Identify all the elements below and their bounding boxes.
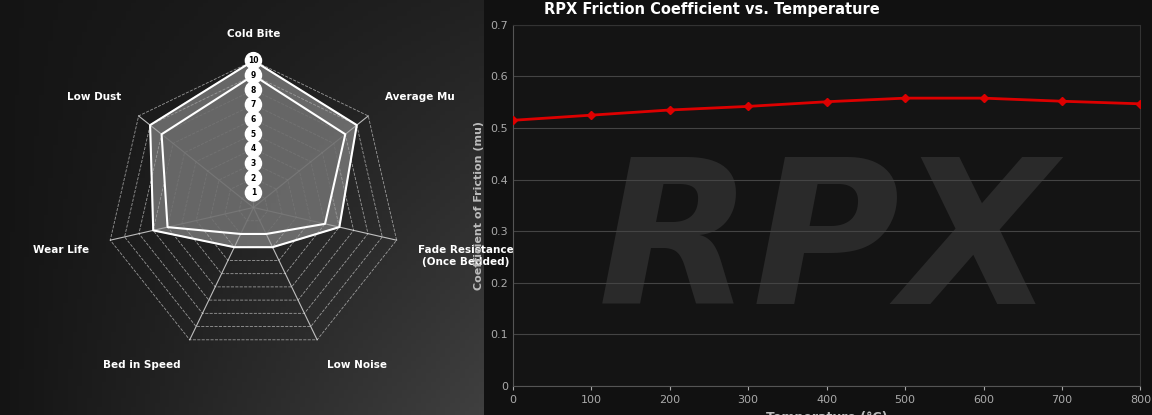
Circle shape (245, 155, 262, 171)
Circle shape (245, 111, 262, 127)
Circle shape (245, 53, 262, 69)
Text: 1: 1 (251, 188, 256, 197)
Text: Fade Resistance
(Once Bedded): Fade Resistance (Once Bedded) (418, 245, 514, 267)
Text: Average Mu: Average Mu (386, 92, 455, 102)
Text: 8: 8 (251, 85, 256, 95)
Circle shape (245, 185, 262, 201)
Text: Cold Bite: Cold Bite (227, 29, 280, 39)
Polygon shape (150, 61, 357, 247)
Y-axis label: Coefficient of Friction (mu): Coefficient of Friction (mu) (475, 121, 485, 290)
Text: Low Dust: Low Dust (67, 92, 121, 102)
Text: 7: 7 (251, 100, 256, 109)
Text: 5: 5 (251, 129, 256, 139)
Text: 10: 10 (248, 56, 259, 65)
Text: 3: 3 (251, 159, 256, 168)
X-axis label: Temperature (°C): Temperature (°C) (766, 410, 887, 415)
Text: 4: 4 (251, 144, 256, 153)
Text: Wear Life: Wear Life (32, 245, 89, 255)
Circle shape (245, 170, 262, 186)
Polygon shape (161, 76, 346, 234)
Text: RPX: RPX (598, 151, 1055, 346)
Circle shape (245, 67, 262, 83)
Circle shape (245, 141, 262, 157)
Text: Bed in Speed: Bed in Speed (103, 360, 180, 370)
Circle shape (245, 97, 262, 113)
Text: Low Noise: Low Noise (327, 360, 387, 370)
Text: 9: 9 (251, 71, 256, 80)
Circle shape (245, 82, 262, 98)
Text: 6: 6 (251, 115, 256, 124)
Circle shape (245, 126, 262, 142)
Text: 2: 2 (251, 173, 256, 183)
Text: RPX Friction Coefficient vs. Temperature: RPX Friction Coefficient vs. Temperature (544, 2, 880, 17)
